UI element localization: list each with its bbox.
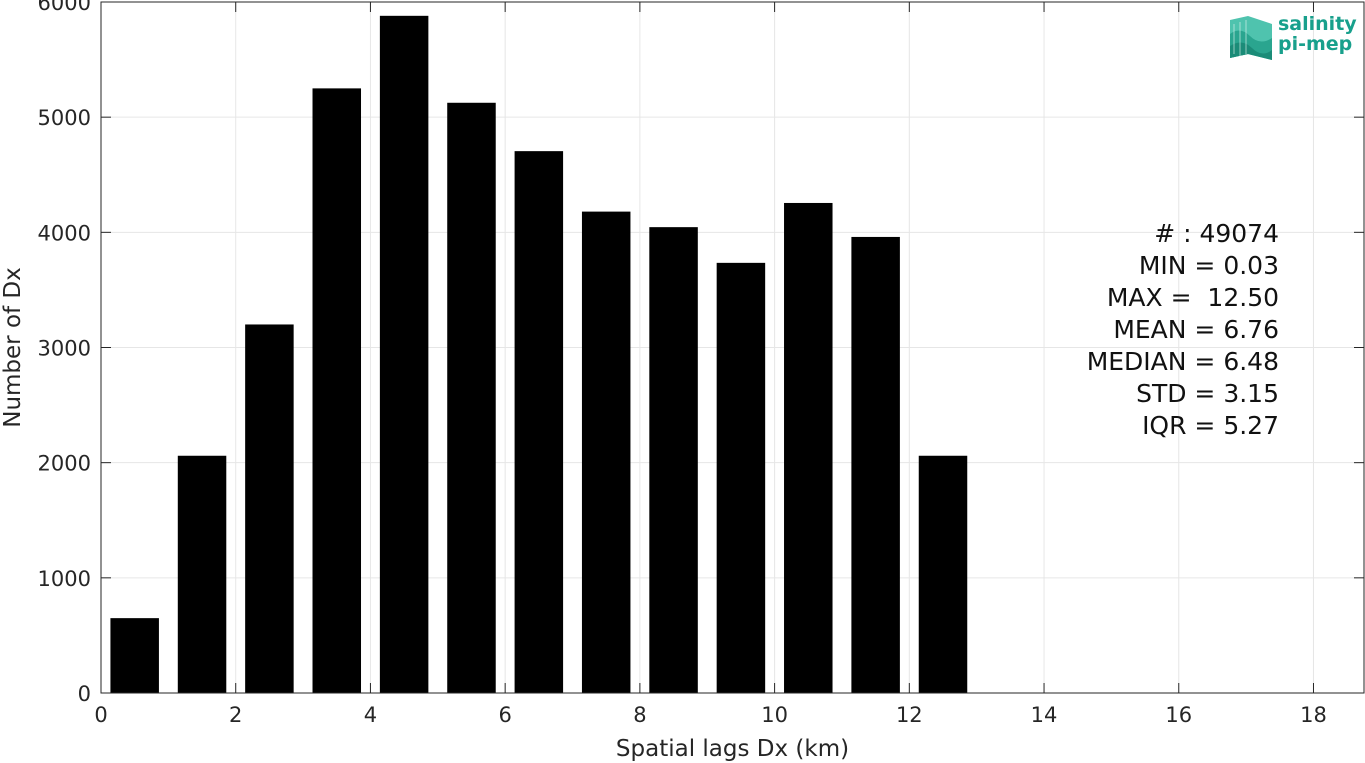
histogram-bar	[447, 102, 496, 694]
x-tick-label: 12	[896, 703, 923, 727]
stat-count: # : 49074	[1154, 219, 1279, 248]
histogram-bar	[851, 236, 900, 693]
bars	[110, 15, 968, 694]
x-tick-label: 16	[1165, 703, 1192, 727]
histogram-bar	[716, 262, 766, 693]
histogram-bar	[514, 151, 564, 693]
x-tick-label: 4	[364, 703, 377, 727]
stat-std: STD = 3.15	[1136, 379, 1279, 408]
stat-iqr: IQR = 5.27	[1142, 411, 1279, 440]
histogram-bar	[312, 88, 362, 693]
y-tick-label: 6000	[38, 0, 91, 15]
stat-min: MIN = 0.03	[1138, 251, 1279, 280]
y-tick-label: 5000	[38, 106, 91, 130]
x-tick-label: 2	[229, 703, 242, 727]
histogram-bar	[245, 324, 294, 693]
logo-line-1: salinity	[1278, 13, 1357, 35]
stat-max: MAX = 12.50	[1106, 283, 1279, 312]
salinity-pimep-logo: salinity pi-mep	[1228, 14, 1358, 62]
x-tick-label: 8	[633, 703, 646, 727]
axis-ticks: 0 2 4 6 8 10 12 14 16 18 0 1000 2000 3000 4000 5000 6000	[38, 0, 1364, 727]
y-tick-label: 3000	[38, 337, 91, 361]
x-tick-label: 6	[498, 703, 511, 727]
wave-logo-icon	[1230, 16, 1272, 60]
stats-panel: # : 49074 MIN = 0.03 MAX = 12.50 MEAN = …	[1087, 218, 1279, 442]
logo-line-2: pi-mep	[1278, 33, 1353, 55]
y-tick-label: 1000	[38, 567, 91, 591]
histogram-bar	[784, 202, 833, 694]
y-tick-label: 4000	[38, 221, 91, 245]
histogram-bar	[177, 455, 227, 693]
x-tick-label: 18	[1300, 703, 1327, 727]
y-tick-label: 0	[78, 682, 91, 706]
x-tick-label: 0	[94, 703, 107, 727]
histogram-bar	[649, 227, 698, 694]
histogram-bar	[918, 455, 968, 693]
x-tick-label: 14	[1031, 703, 1058, 727]
histogram-bar	[581, 211, 631, 693]
y-axis-label: Number of Dx	[0, 267, 26, 428]
stat-mean: MEAN = 6.76	[1113, 315, 1279, 344]
stat-median: MEDIAN = 6.48	[1086, 347, 1279, 376]
x-axis-label: Spatial lags Dx (km)	[616, 736, 849, 762]
y-tick-label: 2000	[38, 452, 91, 476]
x-tick-label: 10	[761, 703, 788, 727]
histogram-bar	[110, 618, 159, 693]
histogram-bar	[379, 15, 429, 693]
